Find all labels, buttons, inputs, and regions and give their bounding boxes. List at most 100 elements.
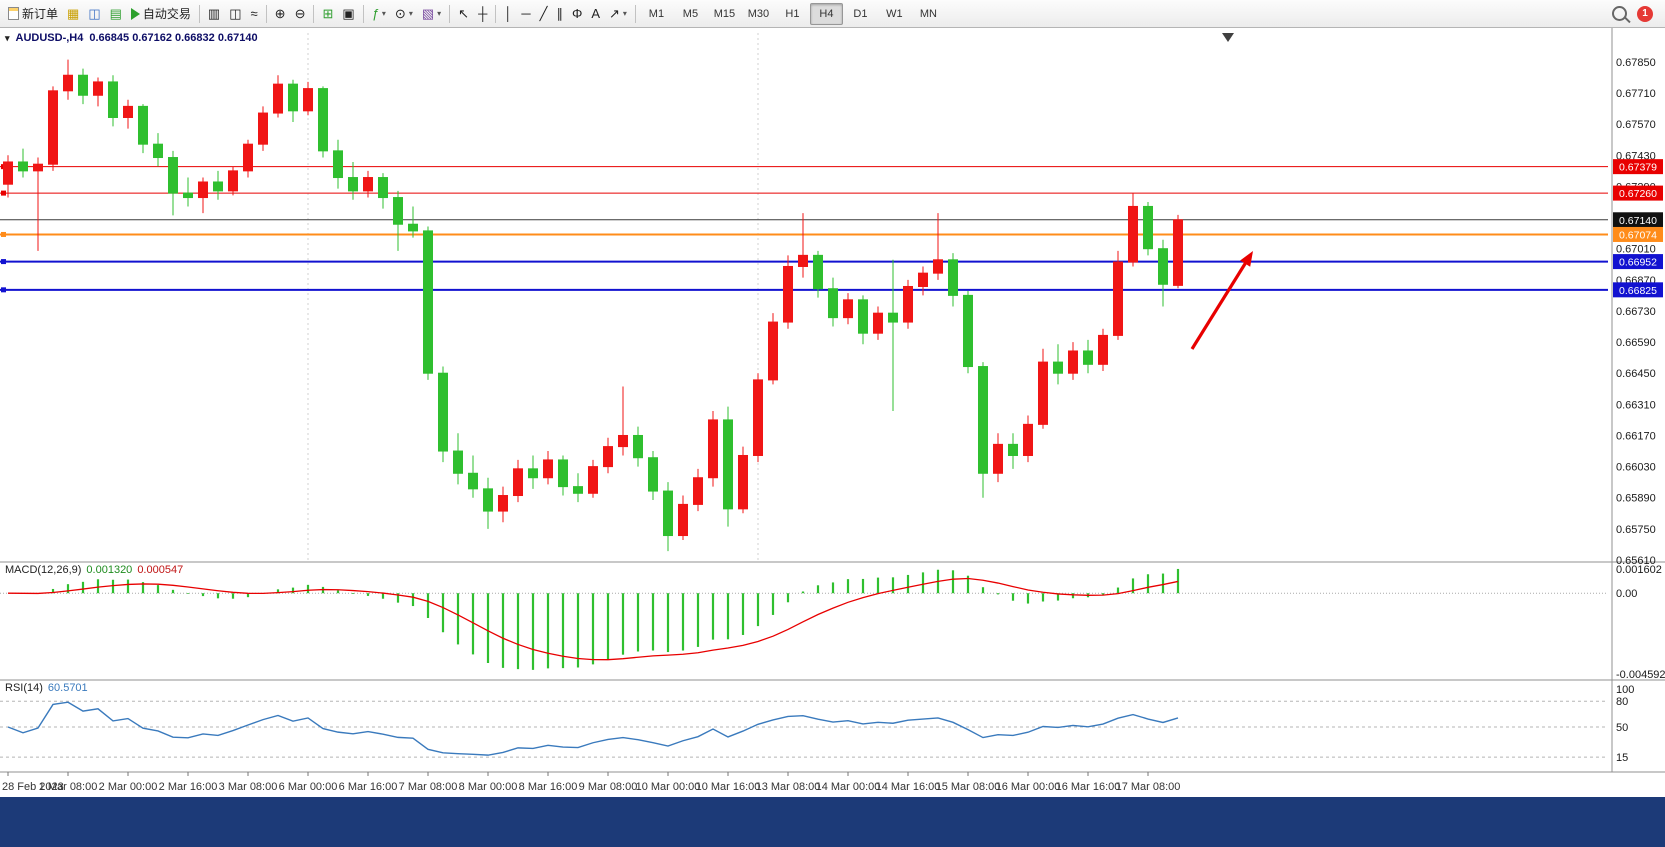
indicators-icon: ƒ xyxy=(371,6,379,21)
candle-body xyxy=(123,105,133,118)
candlestick-chart-button[interactable]: ◫ xyxy=(225,3,245,25)
price-badge xyxy=(1613,282,1663,298)
new-order-button[interactable]: 新订单 xyxy=(4,3,62,25)
periods-button[interactable]: ⊙ ▾ xyxy=(391,3,417,25)
horizontal-line-button[interactable]: ─ xyxy=(517,3,534,25)
candle-body xyxy=(483,488,493,512)
candle-body xyxy=(738,454,748,510)
candle-body xyxy=(303,88,313,112)
candle-body xyxy=(888,312,898,323)
line-handle[interactable] xyxy=(1,287,6,293)
toolbar-separator xyxy=(198,4,200,23)
price-badge xyxy=(1613,212,1663,228)
candle-body xyxy=(678,503,688,537)
time-axis-label: 16 Mar 16:00 xyxy=(1056,781,1121,793)
line-chart-button[interactable]: ≈ xyxy=(247,3,262,25)
indicators-button[interactable]: ƒ ▾ xyxy=(368,3,390,25)
templates-icon: ▧ xyxy=(421,6,435,21)
new-order-icon xyxy=(8,7,19,20)
text-tool-icon: A xyxy=(591,6,600,21)
tf-button-m30[interactable]: M30 xyxy=(747,7,770,20)
text-tool-button[interactable]: A xyxy=(587,3,604,25)
candle-body xyxy=(18,161,28,172)
candle-body xyxy=(453,450,463,474)
price-badge-value: 0.67379 xyxy=(1619,162,1657,174)
candle-body xyxy=(693,477,703,505)
chart-canvas[interactable]: 0.678500.677100.675700.674300.672900.671… xyxy=(0,28,1665,797)
chart-shift-marker-icon[interactable] xyxy=(1222,33,1234,42)
candle-body xyxy=(783,265,793,323)
zoom-out-button[interactable]: ⊖ xyxy=(291,3,310,25)
price-scale-label: 0.66590 xyxy=(1616,337,1656,349)
rsi-scale-label: 100 xyxy=(1616,684,1634,696)
channel-button[interactable]: ∥ xyxy=(552,3,567,25)
arrow-annotation[interactable] xyxy=(1190,257,1250,350)
line-handle[interactable] xyxy=(1,259,6,265)
candle-body xyxy=(48,90,58,165)
tf-button-mn[interactable]: MN xyxy=(919,7,937,20)
price-scale-label: 0.67010 xyxy=(1616,244,1656,256)
candle-body xyxy=(318,88,328,152)
price-badge-value: 0.67260 xyxy=(1619,188,1657,200)
price-scale-label: 0.66310 xyxy=(1616,399,1656,411)
zoom-in-button[interactable]: ⊕ xyxy=(271,3,290,25)
candle-body xyxy=(723,419,733,510)
tf-button-h1[interactable]: H1 xyxy=(785,7,800,20)
line-handle[interactable] xyxy=(1,231,6,237)
time-axis-label: 15 Mar 08:00 xyxy=(936,781,1001,793)
candle-body xyxy=(813,254,823,290)
auto-trading-label: 自动交易 xyxy=(142,7,191,21)
crosshair-button[interactable]: ┼ xyxy=(474,3,491,25)
tf-button-w1[interactable]: W1 xyxy=(886,7,903,20)
cursor-button[interactable]: ↖ xyxy=(454,3,473,25)
candle-body xyxy=(918,272,928,287)
time-axis-label: 10 Mar 16:00 xyxy=(696,781,761,793)
timeframe-toolbar: M1 M5 M15 M30 H1 H4 D1 W1 MN xyxy=(640,2,945,25)
time-axis-label: 14 Mar 16:00 xyxy=(876,781,941,793)
tf-button-m15[interactable]: M15 xyxy=(713,7,736,20)
metaeditor-button[interactable]: ▤ xyxy=(106,3,126,25)
tf-button-m5[interactable]: M5 xyxy=(682,7,699,20)
new-chart-button[interactable]: ▦ xyxy=(63,3,83,25)
candle-body xyxy=(588,466,598,494)
candle-body xyxy=(648,457,658,492)
time-axis-label: 16 Mar 00:00 xyxy=(996,781,1061,793)
time-axis-label: 28 Feb 2023 xyxy=(2,781,64,793)
chevron-down-icon: ▾ xyxy=(408,9,413,18)
candle-body xyxy=(258,112,268,145)
profiles-button[interactable]: ◫ xyxy=(84,3,104,25)
candle-body xyxy=(948,259,958,296)
price-scale-label: 0.66730 xyxy=(1616,306,1656,318)
tile-windows-button[interactable]: ⊞ xyxy=(318,3,337,25)
auto-trading-button[interactable]: 自动交易 xyxy=(127,3,195,25)
notification-badge[interactable]: 1 xyxy=(1637,5,1653,22)
arrows-tool-button[interactable]: ↗ ▾ xyxy=(605,3,631,25)
toolbar-separator xyxy=(265,4,267,23)
price-scale-label: 0.65750 xyxy=(1616,524,1656,536)
search-icon[interactable] xyxy=(1612,6,1627,21)
rsi-scale-label: 80 xyxy=(1616,696,1628,708)
price-scale-label: 0.66170 xyxy=(1616,430,1656,442)
vertical-line-button[interactable]: │ xyxy=(500,3,516,25)
candle-body xyxy=(873,312,883,334)
templates-button[interactable]: ▧ ▾ xyxy=(418,3,445,25)
time-axis-label: 6 Mar 16:00 xyxy=(339,781,398,793)
bar-chart-button[interactable]: ▥ xyxy=(204,3,224,25)
fibonacci-button[interactable]: Φ xyxy=(568,3,586,25)
trendline-button[interactable]: ╱ xyxy=(536,3,552,25)
tf-button-d1[interactable]: D1 xyxy=(853,7,868,20)
cursor-icon: ↖ xyxy=(458,6,470,21)
bar-chart-icon: ▥ xyxy=(207,6,221,21)
price-scale-label: 0.66450 xyxy=(1616,368,1656,380)
tf-button-m1[interactable]: M1 xyxy=(648,7,665,20)
candle-body xyxy=(708,419,718,479)
arrange-windows-button[interactable]: ▣ xyxy=(338,3,358,25)
candle-body xyxy=(333,150,343,179)
toolbar-separator xyxy=(362,4,364,23)
tf-button-h4[interactable]: H4 xyxy=(809,2,843,25)
line-handle[interactable] xyxy=(1,190,6,196)
candle-body xyxy=(828,288,838,319)
macd-scale-label: -0.004592 xyxy=(1616,669,1665,681)
vertical-line-icon: │ xyxy=(504,6,513,21)
periods-clock-icon: ⊙ xyxy=(394,6,406,21)
